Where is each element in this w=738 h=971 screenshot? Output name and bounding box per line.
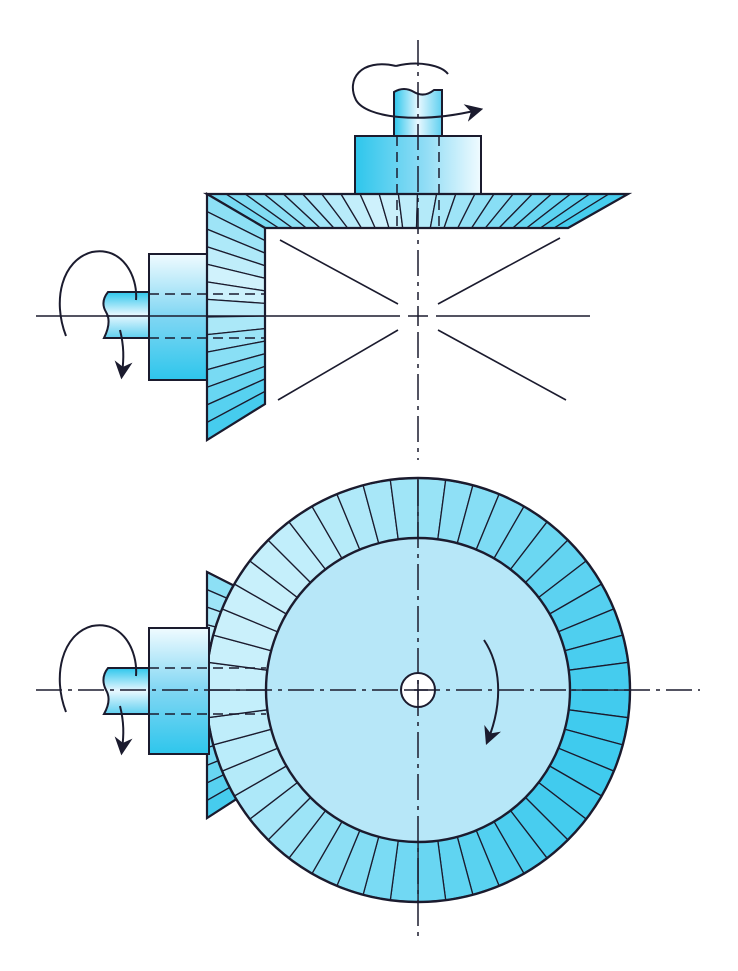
elevation-view bbox=[36, 40, 633, 460]
vertical-shaft-rotation-arrow bbox=[351, 63, 484, 122]
pitch-cone-lines bbox=[265, 237, 590, 401]
pinion-teeth bbox=[206, 192, 266, 442]
horizontal-shaft-rotation-arrow bbox=[58, 250, 138, 337]
wheel-rotation-arrow bbox=[483, 639, 502, 746]
vertical-shaft bbox=[393, 88, 443, 137]
plan-pinion-hub bbox=[148, 627, 210, 755]
horizontal-shaft bbox=[102, 291, 150, 339]
elevation-centerlines bbox=[36, 40, 440, 460]
plan-centerlines bbox=[36, 480, 700, 940]
horizontal-gear-hub bbox=[148, 253, 210, 381]
plan-shaft-rotation-arrow bbox=[58, 624, 138, 713]
plan-pinion-shaft bbox=[102, 667, 150, 715]
plan-view bbox=[36, 476, 700, 940]
